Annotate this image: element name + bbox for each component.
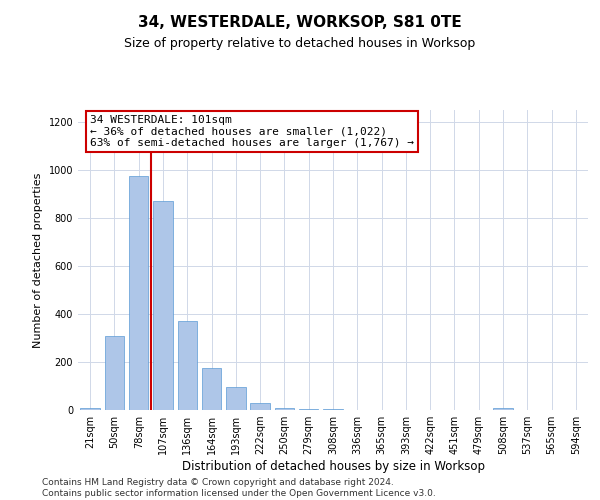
X-axis label: Distribution of detached houses by size in Worksop: Distribution of detached houses by size … bbox=[182, 460, 485, 473]
Bar bbox=[178, 321, 197, 410]
Bar bbox=[226, 387, 245, 410]
Y-axis label: Number of detached properties: Number of detached properties bbox=[33, 172, 43, 348]
Bar bbox=[493, 408, 513, 410]
Bar bbox=[153, 201, 173, 410]
Bar bbox=[202, 368, 221, 410]
Text: Size of property relative to detached houses in Worksop: Size of property relative to detached ho… bbox=[124, 38, 476, 51]
Text: 34 WESTERDALE: 101sqm
← 36% of detached houses are smaller (1,022)
63% of semi-d: 34 WESTERDALE: 101sqm ← 36% of detached … bbox=[91, 115, 415, 148]
Bar bbox=[250, 404, 270, 410]
Bar bbox=[129, 176, 148, 410]
Bar bbox=[275, 408, 294, 410]
Text: 34, WESTERDALE, WORKSOP, S81 0TE: 34, WESTERDALE, WORKSOP, S81 0TE bbox=[138, 15, 462, 30]
Bar bbox=[299, 409, 319, 410]
Text: Contains HM Land Registry data © Crown copyright and database right 2024.
Contai: Contains HM Land Registry data © Crown c… bbox=[42, 478, 436, 498]
Bar bbox=[105, 336, 124, 410]
Bar bbox=[80, 408, 100, 410]
